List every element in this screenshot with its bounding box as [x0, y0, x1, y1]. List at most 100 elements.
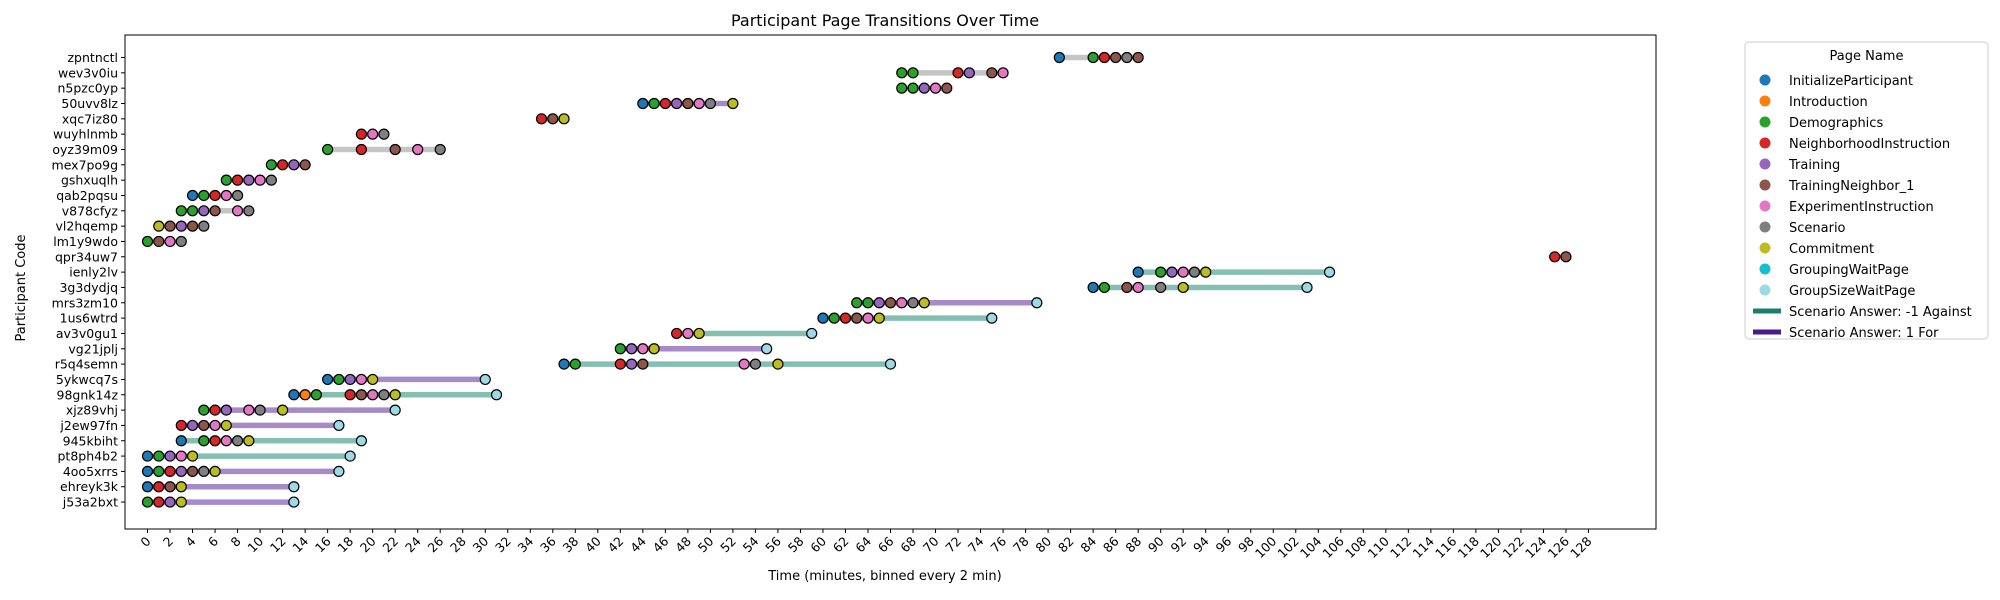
- page-point: [333, 419, 345, 432]
- page-point: [186, 465, 199, 478]
- y-tick-label-r5q4semn: r5q4semn: [55, 357, 118, 372]
- page-point: [671, 97, 683, 110]
- x-tick-label: 54: [740, 533, 762, 555]
- y-tick-label-ehreyk3k: ehreyk3k: [60, 479, 119, 494]
- x-tick-label: 48: [672, 533, 694, 555]
- page-point: [558, 358, 570, 370]
- x-tick-label: 60: [807, 533, 829, 555]
- x-tick-label: 30: [470, 533, 492, 555]
- page-point: [625, 343, 638, 355]
- page-point: [952, 67, 964, 79]
- x-tick-label: 108: [1342, 533, 1370, 561]
- legend-marker: [1759, 74, 1771, 86]
- x-axis-ticks: 0 2 4 6 8 10 12 14 16 18 20 22 24 26 28 30 32 34 36 38 40 42 4…: [137, 529, 1595, 561]
- page-point: [479, 373, 491, 386]
- page-point: [1188, 266, 1201, 278]
- x-tick-label: 52: [717, 534, 739, 556]
- page-point: [164, 235, 176, 248]
- page-point: [614, 343, 626, 355]
- x-tick-label: 118: [1455, 533, 1483, 561]
- page-point: [277, 159, 289, 171]
- x-tick-label: 22: [379, 534, 401, 556]
- page-point: [727, 97, 739, 110]
- page-point: [1155, 266, 1167, 278]
- y-tick-label-mrs3zm10: mrs3zm10: [52, 295, 118, 310]
- x-tick-label: 40: [582, 533, 604, 555]
- page-point: [896, 67, 908, 79]
- page-point: [1132, 266, 1144, 278]
- page-point: [198, 435, 210, 447]
- page-point: [851, 297, 863, 309]
- x-tick-label: 100: [1252, 533, 1280, 561]
- y-tick-label-xqc7iz80: xqc7iz80: [62, 111, 118, 126]
- page-point: [198, 404, 210, 416]
- page-point: [490, 389, 503, 401]
- legend-marker: [1759, 179, 1771, 191]
- page-point: [412, 143, 424, 156]
- x-tick-label: 122: [1500, 534, 1527, 561]
- x-tick-label: 120: [1477, 533, 1505, 561]
- legend-marker: [1759, 200, 1771, 212]
- page-point: [265, 174, 277, 186]
- page-point: [1560, 251, 1572, 263]
- page-point: [817, 312, 829, 324]
- page-point: [243, 174, 255, 186]
- y-tick-label-qpr34uw7: qpr34uw7: [55, 249, 118, 264]
- page-point: [896, 297, 908, 309]
- y-tick-label-qab2pqsu: qab2pqsu: [56, 188, 118, 203]
- page-point: [907, 82, 919, 94]
- page-point: [231, 205, 244, 217]
- y-tick-label-mex7po9g: mex7po9g: [52, 157, 118, 172]
- page-point: [378, 389, 390, 401]
- page-point: [682, 327, 694, 340]
- page-point: [265, 159, 277, 171]
- y-tick-label-wev3v0iu: wev3v0iu: [58, 65, 118, 80]
- page-point: [884, 297, 897, 309]
- legend-label: InitializeParticipant: [1789, 74, 1913, 89]
- y-tick-label-vg21jplj: vg21jplj: [68, 341, 118, 356]
- x-tick-label: 78: [1010, 533, 1032, 555]
- x-tick-label: 74: [965, 533, 987, 555]
- page-point: [907, 297, 919, 309]
- x-tick-label: 36: [537, 533, 559, 555]
- x-tick-label: 12: [267, 534, 289, 556]
- page-point: [389, 143, 401, 156]
- page-point: [693, 97, 705, 110]
- page-point: [749, 358, 762, 370]
- page-point: [355, 373, 368, 386]
- x-tick-label: 112: [1387, 534, 1414, 561]
- y-tick-label-wuyhlnmb: wuyhlnmb: [53, 127, 118, 142]
- page-point: [355, 389, 368, 401]
- page-point: [198, 205, 210, 217]
- page-point: [322, 373, 334, 386]
- page-point: [625, 358, 638, 370]
- page-point: [1549, 251, 1561, 263]
- page-point: [535, 113, 548, 125]
- page-point: [254, 174, 266, 186]
- x-tick-label: 86: [1100, 533, 1122, 555]
- page-point: [164, 450, 176, 462]
- page-point: [209, 189, 221, 202]
- x-tick-label: 58: [785, 533, 807, 555]
- legend-marker: [1759, 263, 1771, 275]
- page-point: [344, 389, 356, 401]
- page-point: [141, 235, 154, 248]
- x-tick-label: 102: [1274, 534, 1301, 561]
- y-tick-label-945kbiht: 945kbiht: [63, 433, 118, 448]
- page-point: [704, 97, 716, 110]
- x-tick-label: 8: [227, 533, 243, 549]
- page-point: [220, 419, 232, 432]
- legend-marker: [1759, 158, 1771, 170]
- chart-title: Participant Page Transitions Over Time: [731, 11, 1039, 30]
- page-point: [637, 97, 649, 110]
- page-point: [659, 97, 671, 110]
- x-tick-label: 56: [762, 533, 784, 555]
- page-point: [310, 389, 322, 401]
- page-point: [569, 358, 581, 370]
- page-point: [693, 327, 705, 340]
- page-point: [896, 82, 908, 94]
- page-point: [1155, 281, 1167, 294]
- page-point: [141, 450, 154, 462]
- x-tick-label: 50: [695, 533, 717, 555]
- page-point: [243, 404, 255, 416]
